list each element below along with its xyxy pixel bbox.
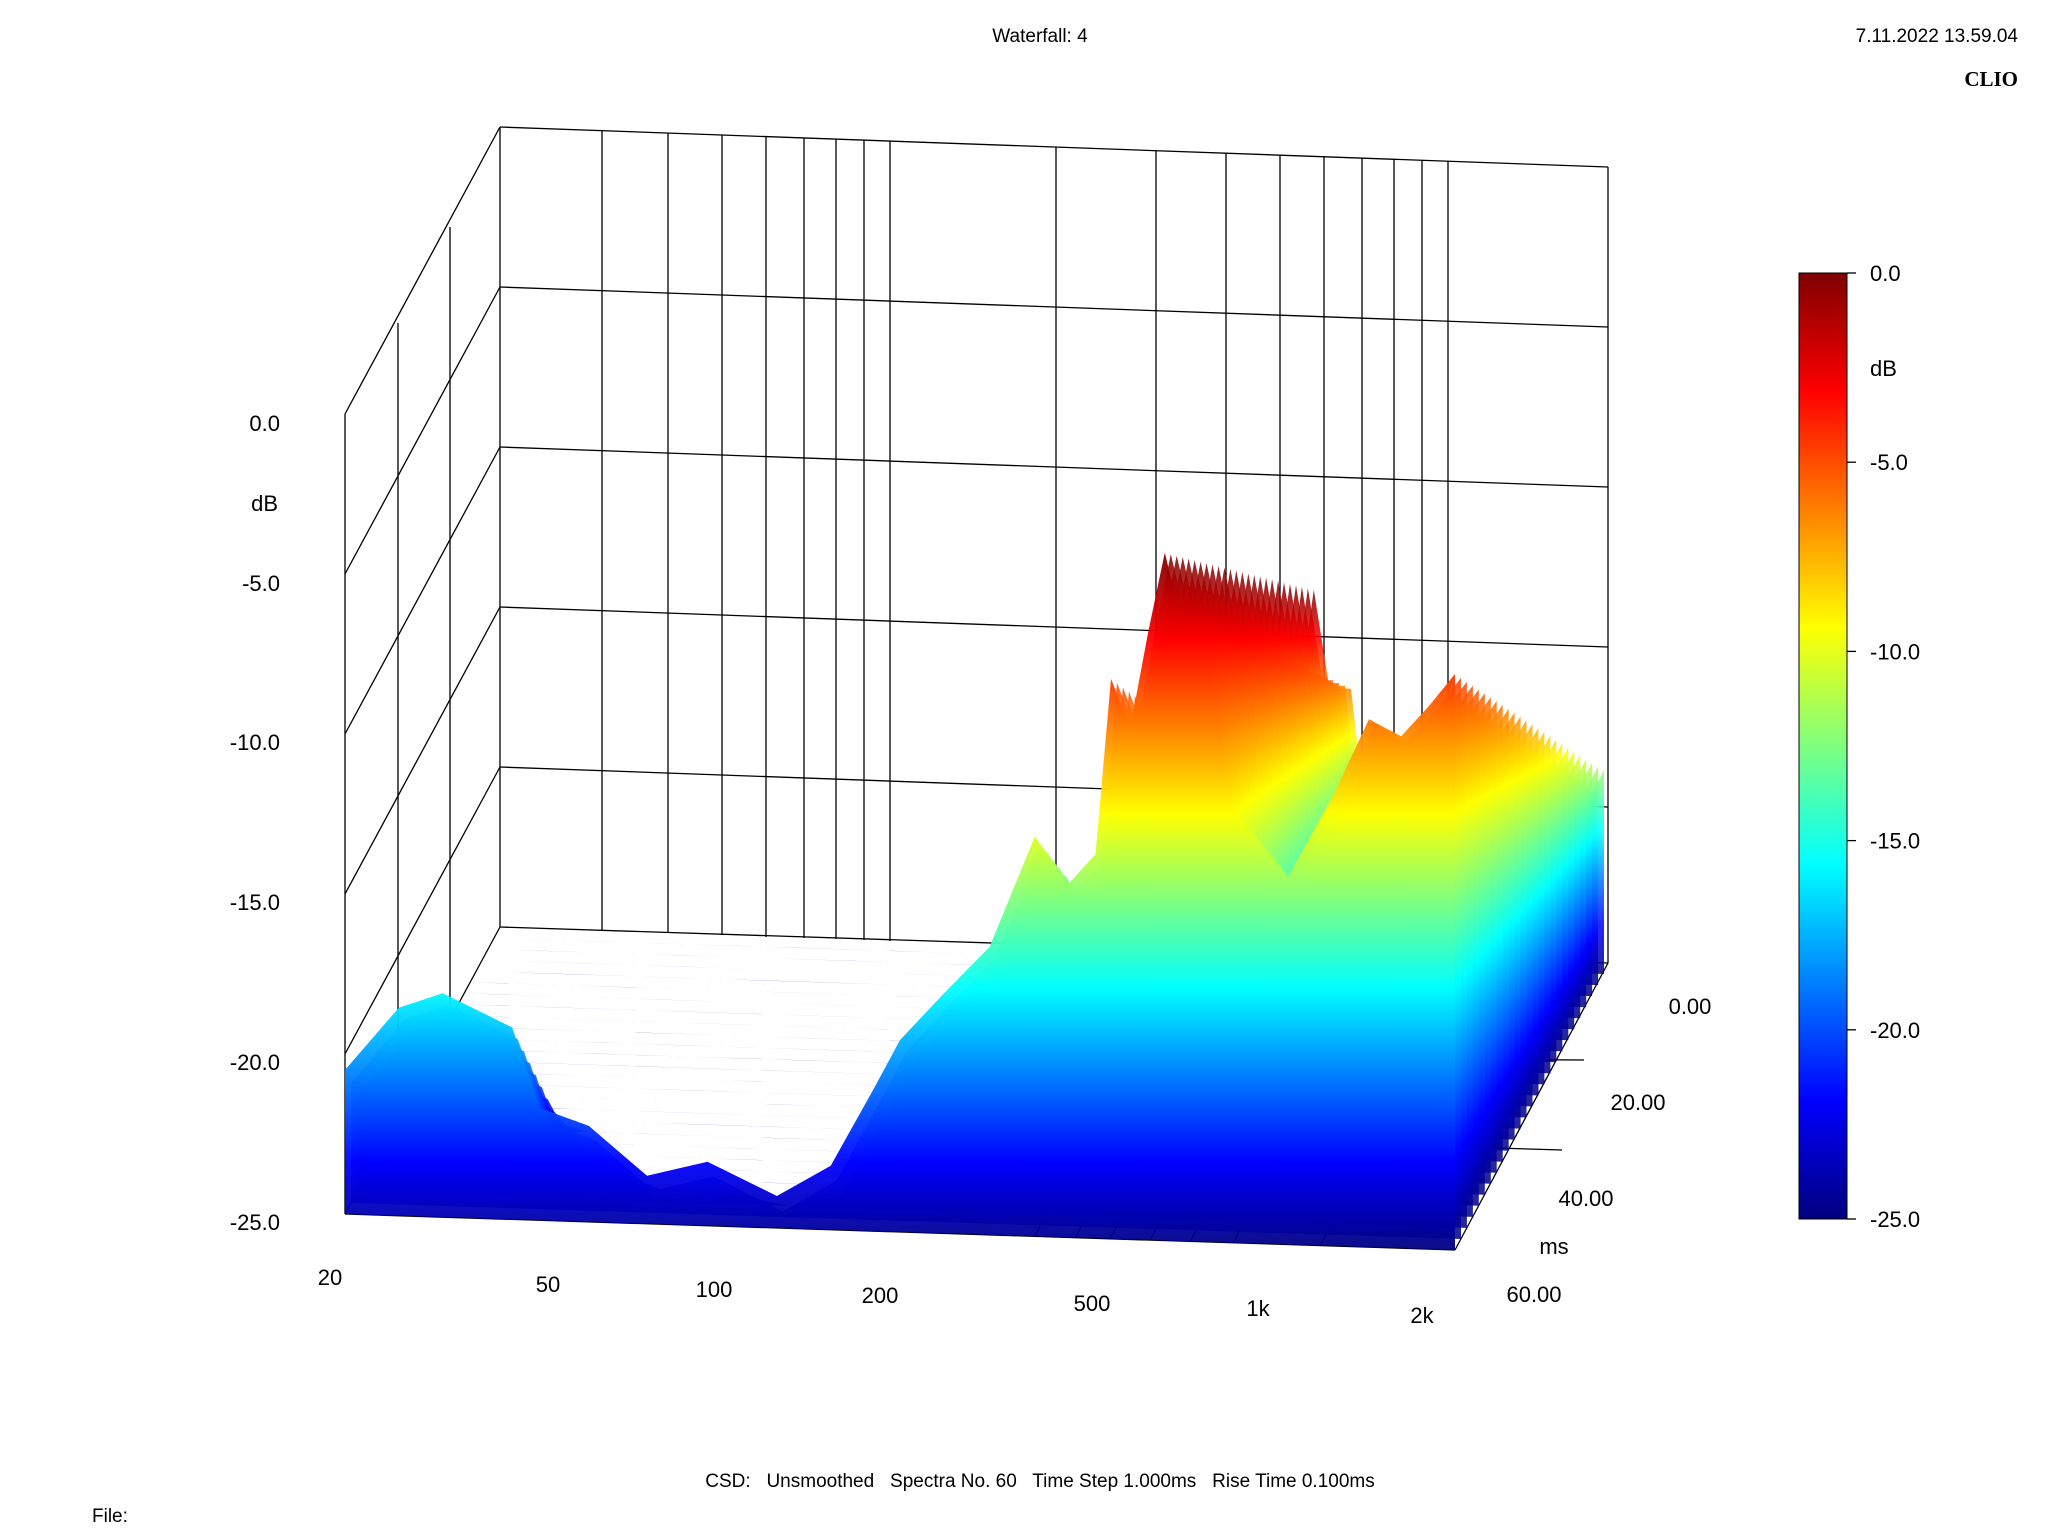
y-tick-label: -5.0	[242, 571, 280, 596]
z-tick-label: 20.00	[1610, 1090, 1665, 1115]
y-tick-label: -10.0	[230, 730, 280, 755]
datetime: 7.11.2022 13.59.04	[1856, 26, 2019, 47]
colorbar-tick-label: -5.0	[1870, 450, 1908, 475]
x-tick-label: 20	[318, 1265, 342, 1290]
x-tick-label: 1k	[1246, 1296, 1270, 1321]
brand-logo: CLIO	[1964, 67, 2018, 91]
chart-title: Waterfall: 4	[992, 26, 1088, 47]
colorbar-unit: dB	[1870, 356, 1897, 381]
z-tick-label: 60.00	[1506, 1282, 1561, 1307]
z-axis-unit: ms	[1539, 1234, 1568, 1259]
x-tick-label: 200	[862, 1283, 899, 1308]
colorbar-tick-label: -25.0	[1870, 1207, 1920, 1232]
x-tick-label: 100	[696, 1277, 733, 1302]
x-tick-label: 50	[536, 1272, 560, 1297]
z-tick-label: 40.00	[1558, 1186, 1613, 1211]
x-tick-label: 2k	[1410, 1303, 1434, 1328]
waterfall-slice	[345, 552, 1455, 1250]
colorbar-tick-label: -20.0	[1870, 1018, 1920, 1043]
colorbar	[1798, 272, 1848, 1220]
colorbar-tick-label: -15.0	[1870, 829, 1920, 854]
z-tick-label: 0.00	[1669, 994, 1712, 1019]
file-label: File:	[92, 1506, 128, 1527]
y-tick-label: -25.0	[230, 1210, 280, 1235]
x-tick-label: 500	[1074, 1291, 1111, 1316]
y-tick-label: -20.0	[230, 1050, 280, 1075]
colorbar-tick-label: -10.0	[1870, 639, 1920, 664]
y-tick-label: -15.0	[230, 890, 280, 915]
footer-info: CSD: Unsmoothed Spectra No. 60 Time Step…	[705, 1471, 1375, 1492]
colorbar-tick-label: 0.0	[1870, 261, 1901, 286]
y-tick-label: 0.0	[249, 411, 280, 436]
y-axis-unit: dB	[251, 491, 278, 516]
waterfall-surface	[345, 552, 1604, 1250]
